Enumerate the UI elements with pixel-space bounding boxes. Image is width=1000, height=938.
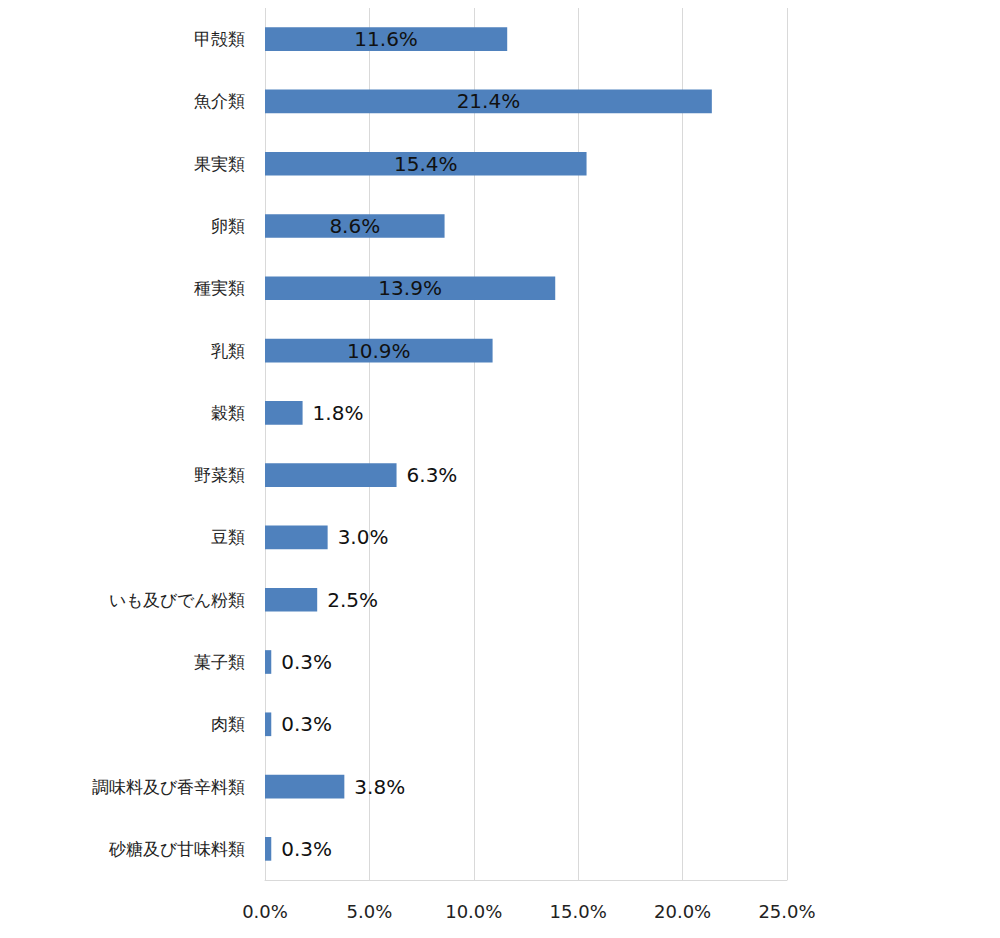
- svg-text:6.3%: 6.3%: [407, 463, 458, 487]
- svg-text:菓子類: 菓子類: [194, 652, 245, 672]
- svg-text:0.0%: 0.0%: [242, 901, 288, 922]
- svg-text:調味料及び香辛料類: 調味料及び香辛料類: [92, 777, 245, 797]
- svg-text:8.6%: 8.6%: [329, 214, 380, 238]
- svg-text:11.6%: 11.6%: [354, 27, 418, 51]
- svg-text:甲殻類: 甲殻類: [194, 29, 245, 49]
- svg-text:0.3%: 0.3%: [281, 837, 332, 861]
- svg-text:砂糖及び甘味料類: 砂糖及び甘味料類: [108, 839, 245, 859]
- svg-text:13.9%: 13.9%: [378, 276, 442, 300]
- svg-text:肉類: 肉類: [211, 714, 245, 734]
- svg-text:5.0%: 5.0%: [347, 901, 393, 922]
- svg-text:1.8%: 1.8%: [313, 401, 364, 425]
- svg-text:果実類: 果実類: [194, 154, 245, 174]
- svg-text:卵類: 卵類: [211, 216, 245, 236]
- svg-text:魚介類: 魚介類: [194, 91, 245, 111]
- svg-text:21.4%: 21.4%: [457, 89, 521, 113]
- svg-text:種実類: 種実類: [194, 278, 245, 298]
- svg-text:穀類: 穀類: [211, 403, 245, 423]
- svg-text:豆類: 豆類: [211, 527, 245, 547]
- svg-text:0.3%: 0.3%: [281, 650, 332, 674]
- svg-text:2.5%: 2.5%: [327, 588, 378, 612]
- svg-text:10.9%: 10.9%: [347, 339, 411, 363]
- svg-text:25.0%: 25.0%: [758, 901, 815, 922]
- svg-text:3.8%: 3.8%: [354, 775, 405, 799]
- svg-text:乳類: 乳類: [211, 341, 245, 361]
- svg-text:3.0%: 3.0%: [338, 525, 389, 549]
- svg-text:15.0%: 15.0%: [550, 901, 607, 922]
- svg-text:10.0%: 10.0%: [445, 901, 502, 922]
- svg-text:いも及びでん粉類: いも及びでん粉類: [109, 590, 245, 610]
- svg-text:野菜類: 野菜類: [194, 465, 245, 485]
- svg-text:15.4%: 15.4%: [394, 152, 458, 176]
- svg-text:0.3%: 0.3%: [281, 712, 332, 736]
- svg-text:20.0%: 20.0%: [654, 901, 711, 922]
